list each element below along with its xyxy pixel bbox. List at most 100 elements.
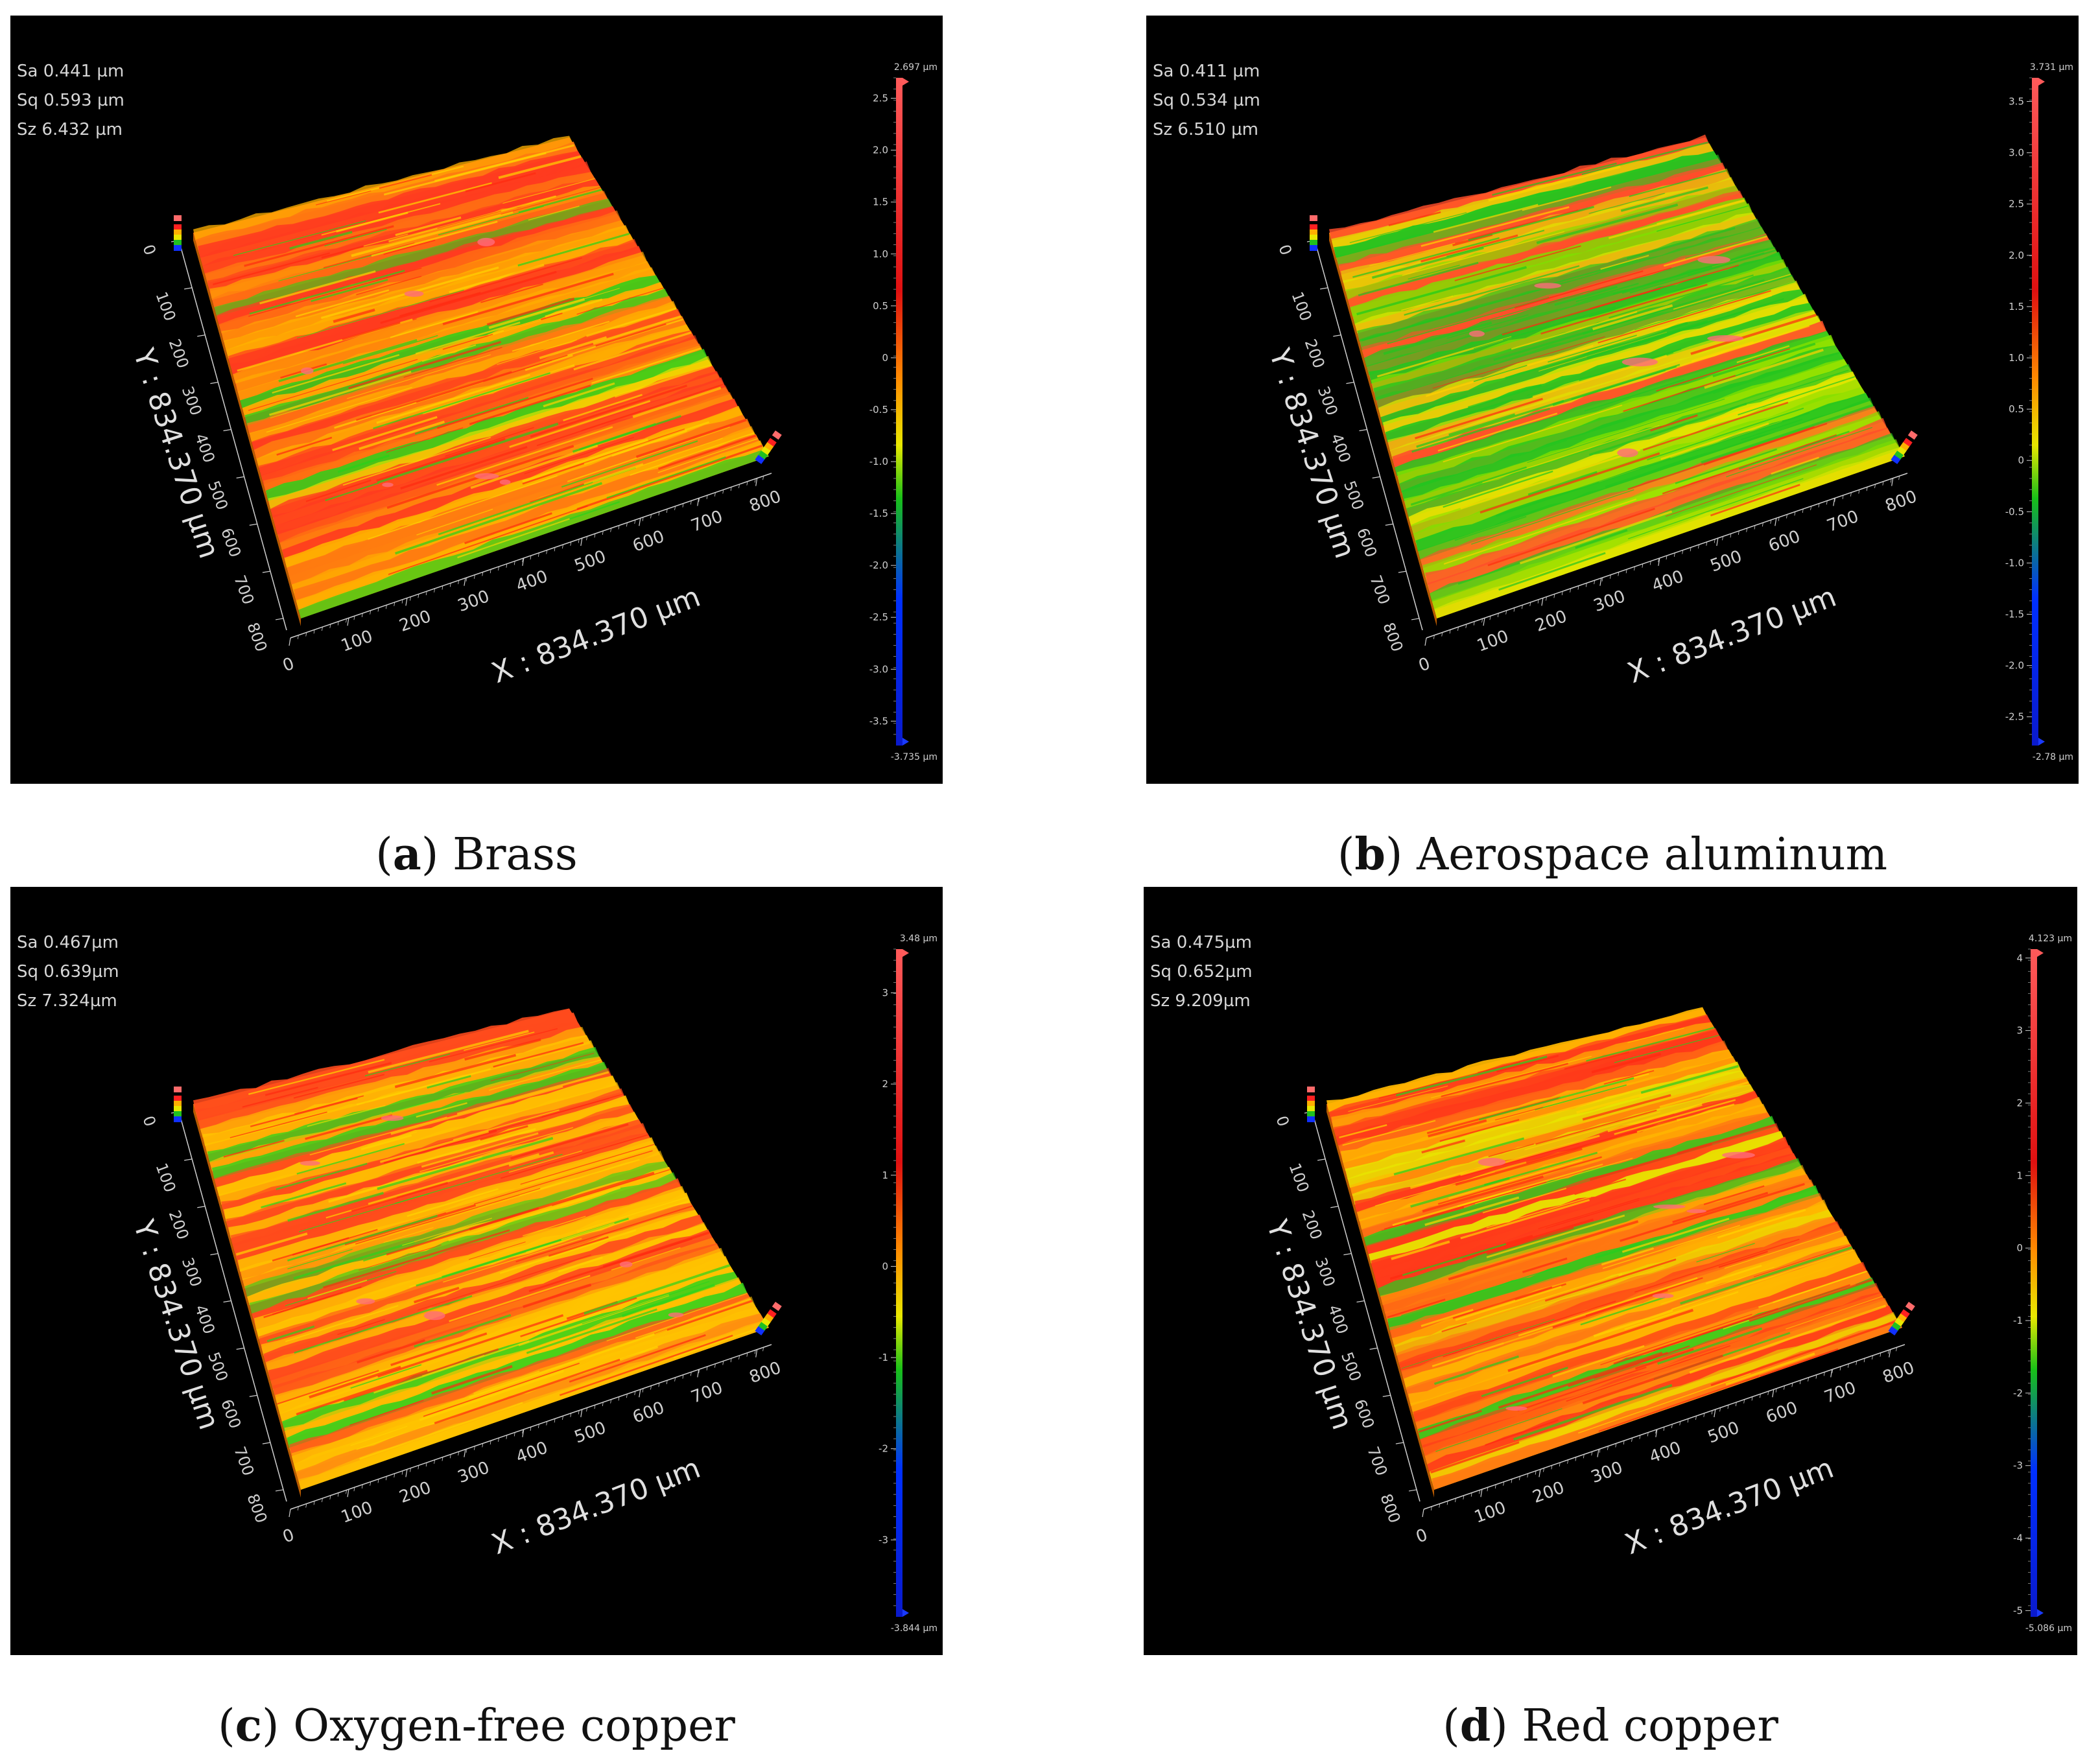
surface-streak bbox=[1397, 1216, 1837, 1364]
surface-texture-line bbox=[1786, 1296, 1883, 1330]
surface-texture-line bbox=[265, 1062, 392, 1096]
surface-texture-line bbox=[360, 1134, 412, 1151]
color-scale-tick-label: 2.5 bbox=[2009, 198, 2024, 210]
surface-texture-line bbox=[416, 1102, 467, 1118]
surface-texture-line bbox=[1582, 1094, 1671, 1121]
x-axis-minor-tick bbox=[506, 1435, 508, 1439]
surface-texture-line bbox=[464, 512, 552, 545]
surface-streak bbox=[1425, 417, 1888, 585]
surface-texture-line bbox=[307, 1279, 368, 1300]
x-axis-minor-tick bbox=[1730, 534, 1732, 538]
x-axis-tick-label: 400 bbox=[1647, 1438, 1684, 1467]
x-axis-tick bbox=[1483, 618, 1485, 626]
surface-texture-line bbox=[233, 220, 366, 256]
surface-texture-line bbox=[593, 315, 682, 345]
surface-texture-line bbox=[248, 1059, 385, 1096]
surface-texture-line bbox=[1404, 1206, 1465, 1226]
surface-streak bbox=[211, 191, 609, 309]
surface-streak bbox=[1347, 191, 1745, 309]
y-axis-tick bbox=[1411, 618, 1420, 620]
surface-texture-line bbox=[1441, 1063, 1568, 1098]
surface-texture-line bbox=[1430, 1441, 1520, 1474]
surface-streak bbox=[1350, 1076, 1751, 1197]
x-axis-minor-tick bbox=[1714, 539, 1716, 543]
surface-texture-line bbox=[1548, 335, 1637, 363]
surface-texture-line bbox=[449, 263, 545, 294]
y-axis-tick-label: 0 bbox=[1272, 1113, 1293, 1129]
x-axis-tick bbox=[1541, 598, 1544, 606]
x-axis-minor-tick bbox=[602, 1402, 604, 1406]
color-scale-tick-label: -2.5 bbox=[869, 611, 888, 623]
surface-texture-line bbox=[1505, 322, 1688, 380]
surface-texture-line bbox=[517, 232, 630, 267]
surface-mesh bbox=[1326, 1007, 1902, 1490]
surface-texture-line bbox=[1460, 1199, 1590, 1240]
y-axis-tick bbox=[1359, 429, 1367, 432]
surface-texture-line bbox=[1538, 1197, 1640, 1230]
surface-texture-line bbox=[509, 400, 651, 448]
surface-texture-line bbox=[502, 178, 595, 204]
surface-texture-line bbox=[523, 1283, 592, 1308]
surface-texture-line bbox=[1595, 1113, 1675, 1136]
x-axis-tick bbox=[1597, 1449, 1599, 1457]
surface-texture-line bbox=[1607, 1103, 1703, 1133]
x-axis-tick-label: 100 bbox=[338, 1498, 375, 1527]
surface-peak bbox=[1652, 1293, 1674, 1299]
surface-texture-line bbox=[1740, 419, 1802, 441]
surface-streak bbox=[1338, 1041, 1729, 1155]
surface-texture-line bbox=[1602, 1225, 1740, 1269]
surface-texture-line bbox=[266, 386, 412, 433]
x-axis-minor-tick bbox=[714, 1363, 716, 1368]
surface-texture-line bbox=[488, 298, 585, 329]
surface-texture-line bbox=[323, 242, 415, 268]
surface-texture-line bbox=[525, 354, 573, 371]
surface-texture-line bbox=[272, 354, 400, 394]
surface-texture-line bbox=[1582, 279, 1765, 335]
color-scale-max-label: 3.731 µm bbox=[2030, 62, 2073, 73]
z-indicator-pillar bbox=[174, 215, 182, 251]
x-axis-minor-tick bbox=[1802, 508, 1804, 513]
surface-texture-line bbox=[383, 1129, 497, 1164]
surface-streak bbox=[1369, 252, 1784, 384]
caption-d: (d) Red copper bbox=[1443, 1700, 1778, 1752]
color-scale-top-marker bbox=[902, 949, 909, 957]
y-axis-tick-label: 200 bbox=[165, 1208, 193, 1242]
surface-texture-line bbox=[1540, 259, 1638, 288]
surface-texture-line bbox=[614, 364, 713, 398]
surface-texture-line bbox=[359, 1402, 523, 1460]
x-axis-tick-label: 400 bbox=[513, 1438, 550, 1467]
x-axis-minor-tick bbox=[1649, 561, 1651, 565]
color-scale-max-label: 3.48 µm bbox=[900, 934, 937, 944]
x-axis-minor-tick bbox=[1647, 1432, 1649, 1437]
surface-texture-line bbox=[584, 421, 710, 465]
surface-texture-line bbox=[1552, 1345, 1645, 1378]
x-axis-minor-tick bbox=[1553, 594, 1555, 598]
x-axis-tick-label: 800 bbox=[1883, 487, 1920, 516]
surface-peak bbox=[300, 1160, 321, 1166]
surface-texture-line bbox=[1620, 186, 1708, 212]
surface-texture-line bbox=[356, 371, 512, 421]
surface-streak bbox=[1422, 1291, 1885, 1457]
surface-texture-line bbox=[377, 1136, 554, 1190]
surface-texture-line bbox=[1593, 1309, 1673, 1337]
color-scale-tick-label: -2 bbox=[878, 1443, 888, 1455]
y-axis-tick bbox=[1372, 476, 1380, 478]
color-scale-tick-label: 0 bbox=[2018, 454, 2024, 466]
x-axis-minor-tick bbox=[674, 506, 676, 510]
surface-texture-line bbox=[545, 298, 603, 318]
x-axis-minor-tick bbox=[537, 552, 539, 557]
surface-texture-line bbox=[337, 1319, 385, 1335]
color-scale-tick-label: -3.0 bbox=[869, 663, 888, 675]
surface-texture-line bbox=[611, 430, 687, 457]
y-axis-tick bbox=[249, 523, 257, 526]
color-scale-tick-label: 1.0 bbox=[873, 248, 888, 260]
surface-texture-line bbox=[1488, 165, 1621, 202]
surface-texture-line bbox=[1640, 1064, 1739, 1094]
surface-texture-line bbox=[1636, 1103, 1735, 1133]
x-axis-tick-label: 500 bbox=[572, 547, 609, 576]
surface-texture-line bbox=[1771, 456, 1819, 475]
x-axis-minor-tick bbox=[746, 481, 748, 486]
x-axis-tick bbox=[1658, 558, 1660, 566]
surface-texture-line bbox=[1433, 204, 1539, 233]
surface-peak bbox=[1478, 1158, 1506, 1166]
